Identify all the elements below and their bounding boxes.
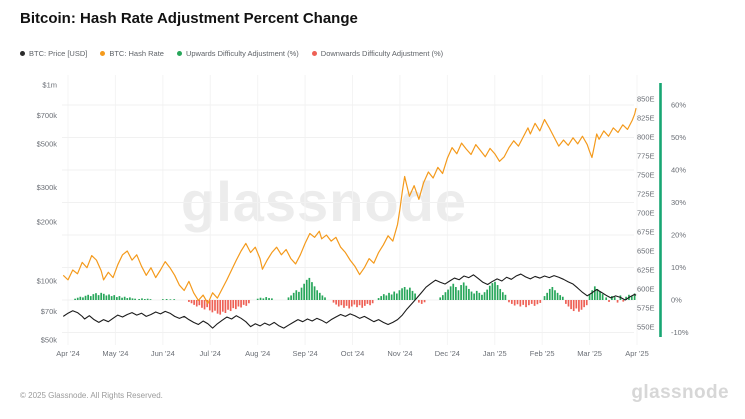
svg-text:625E: 625E [637, 266, 655, 275]
svg-text:775E: 775E [637, 152, 655, 161]
svg-text:60%: 60% [671, 101, 686, 110]
svg-text:40%: 40% [671, 166, 686, 175]
svg-text:675E: 675E [637, 228, 655, 237]
svg-text:50%: 50% [671, 133, 686, 142]
price-axis-labels: $1m $700k $500k $300k $200k $100k $70k $50k [37, 81, 58, 345]
legend-label: Upwards Difficulty Adjustment (%) [185, 49, 299, 58]
svg-text:May '24: May '24 [102, 349, 128, 358]
svg-text:Oct '24: Oct '24 [341, 349, 365, 358]
svg-text:20%: 20% [671, 231, 686, 240]
svg-text:-10%: -10% [671, 328, 689, 337]
legend-dot-icon [311, 51, 317, 56]
month-axis-labels: Apr '24 May '24 Jun '24 Jul '24 Aug '24 Sep '… [56, 349, 649, 358]
svg-text:Feb '25: Feb '25 [530, 349, 555, 358]
svg-text:750E: 750E [637, 171, 655, 180]
svg-text:$70k: $70k [41, 307, 58, 316]
svg-text:$100k: $100k [37, 277, 58, 286]
svg-text:575E: 575E [637, 304, 655, 313]
svg-text:Jul '24: Jul '24 [200, 349, 221, 358]
svg-text:$500k: $500k [37, 140, 58, 149]
svg-text:Nov '24: Nov '24 [387, 349, 412, 358]
y-gridlines [62, 104, 634, 333]
legend-dot-icon [100, 51, 106, 56]
svg-text:800E: 800E [637, 133, 655, 142]
svg-text:850E: 850E [637, 95, 655, 104]
svg-text:Apr '25: Apr '25 [625, 349, 649, 358]
legend-label: BTC: Hash Rate [109, 49, 164, 58]
legend-dot-icon [176, 51, 182, 56]
svg-text:600E: 600E [637, 285, 655, 294]
price-line [62, 273, 637, 329]
svg-text:725E: 725E [637, 190, 655, 199]
svg-text:$700k: $700k [37, 111, 58, 120]
svg-text:Apr '24: Apr '24 [56, 349, 80, 358]
svg-text:0%: 0% [671, 296, 682, 305]
svg-text:Jan '25: Jan '25 [483, 349, 507, 358]
percent-axis-labels: 60% 50% 40% 30% 20% 10% 0% -10% [671, 101, 689, 338]
svg-text:$300k: $300k [37, 183, 58, 192]
page-title: Bitcoin: Hash Rate Adjustment Percent Ch… [20, 10, 358, 27]
hash-axis-labels: 850E 825E 800E 775E 750E 725E 700E 675E 650E 625E… [637, 95, 655, 332]
legend-item-downwards-difficulty[interactable]: Downwards Difficulty Adjustment (%) [311, 49, 444, 58]
svg-text:550E: 550E [637, 323, 655, 332]
svg-text:Jun '24: Jun '24 [151, 349, 175, 358]
svg-text:825E: 825E [637, 114, 655, 123]
svg-text:Dec '24: Dec '24 [435, 349, 460, 358]
svg-text:Aug '24: Aug '24 [245, 349, 270, 358]
legend-item-btc-hash-rate[interactable]: BTC: Hash Rate [100, 49, 164, 58]
svg-text:650E: 650E [637, 247, 655, 256]
legend-item-btc-price[interactable]: BTC: Price [USD] [20, 49, 87, 58]
chart-legend: BTC: Price [USD] BTC: Hash Rate Upwards … [20, 49, 443, 58]
svg-text:$1m: $1m [42, 81, 57, 90]
svg-text:$200k: $200k [37, 217, 58, 226]
svg-text:Mar '25: Mar '25 [577, 349, 602, 358]
hash-rate-line [62, 107, 637, 305]
svg-text:Sep '24: Sep '24 [292, 349, 317, 358]
svg-text:10%: 10% [671, 263, 686, 272]
legend-label: Downwards Difficulty Adjustment (%) [320, 49, 444, 58]
legend-label: BTC: Price [USD] [29, 49, 88, 58]
svg-text:30%: 30% [671, 198, 686, 207]
svg-text:$50k: $50k [41, 336, 58, 345]
legend-dot-icon [20, 51, 25, 56]
svg-text:700E: 700E [637, 209, 655, 218]
glassnode-watermark: glassnode [181, 170, 467, 233]
legend-item-upwards-difficulty[interactable]: Upwards Difficulty Adjustment (%) [176, 49, 299, 58]
difficulty-bars [74, 277, 636, 315]
copyright-text: © 2025 Glassnode. All Rights Reserved. [20, 391, 163, 400]
glassnode-logo: glassnode [631, 382, 729, 403]
